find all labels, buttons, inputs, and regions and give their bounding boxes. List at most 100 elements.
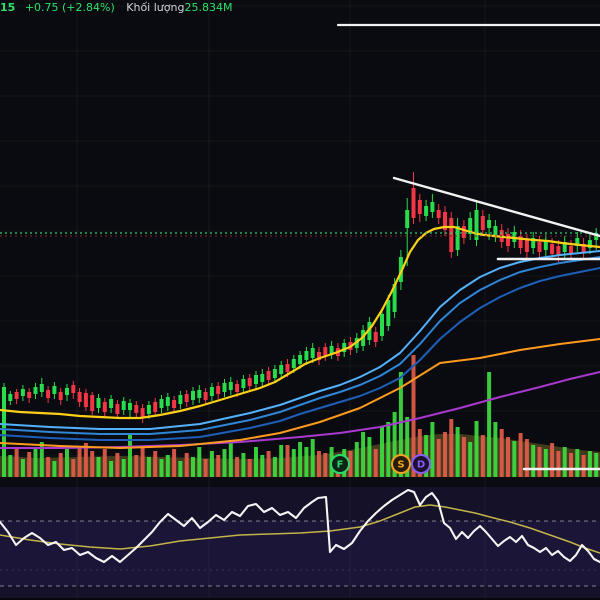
volume-bar — [398, 372, 403, 477]
volume-bar — [27, 452, 32, 477]
candle-body — [83, 393, 88, 407]
candle-body — [443, 212, 447, 230]
candle-body — [109, 399, 114, 408]
candle-body — [115, 404, 120, 414]
volume-bar — [197, 447, 202, 477]
volume-bar — [348, 451, 353, 477]
volume-bar — [449, 419, 454, 477]
volume-bar — [65, 449, 69, 477]
candle-body — [285, 364, 290, 372]
event-badge-s[interactable]: S — [391, 454, 411, 474]
volume-label: Khối lượng — [126, 1, 185, 14]
ma-line-yellow — [0, 225, 600, 420]
candle-body — [153, 402, 158, 412]
candle-body — [134, 405, 139, 413]
volume-bar — [411, 355, 416, 477]
ma-line-purple — [0, 371, 600, 449]
badge-letter: S — [397, 460, 404, 471]
volume-bar — [191, 457, 195, 477]
volume-bar — [46, 457, 51, 477]
candle-body — [58, 392, 63, 400]
candle-body — [191, 391, 195, 400]
badge-letter: F — [337, 460, 344, 471]
candle-body — [575, 238, 580, 246]
volume-bar — [569, 453, 573, 477]
candle-body — [254, 375, 258, 384]
volume-bar — [216, 455, 221, 477]
descending-trendline[interactable] — [392, 176, 600, 238]
candle-body — [524, 240, 529, 252]
candle-body — [304, 351, 309, 360]
volume-bar — [165, 455, 170, 477]
candle-body — [398, 257, 403, 282]
candle-body — [430, 202, 435, 212]
candle-body — [33, 387, 38, 394]
volume-bar — [506, 437, 510, 477]
event-badge-f[interactable]: F — [330, 454, 350, 474]
candle-body — [329, 346, 334, 354]
volume-bar — [417, 429, 422, 477]
candle-body — [178, 395, 183, 404]
volume-bar — [159, 459, 164, 477]
volume-bar — [39, 442, 44, 477]
candle-body — [20, 389, 25, 396]
volume-bar — [575, 449, 580, 477]
candle-body — [228, 382, 233, 390]
candle-body — [317, 352, 321, 360]
candle-body — [543, 240, 548, 250]
volume-bar — [562, 447, 567, 477]
candle-body — [550, 244, 555, 254]
candle-body — [569, 246, 573, 254]
candle-body — [342, 343, 347, 352]
volume-bar — [354, 442, 359, 477]
volume-bar — [121, 459, 126, 477]
candle-body — [518, 236, 523, 248]
volume-value: 25.834M — [184, 1, 233, 14]
candle-body — [461, 226, 466, 238]
volume-bar — [8, 455, 13, 477]
volume-bar — [436, 439, 441, 477]
candle-body — [102, 402, 107, 412]
ma-line-blue-mid — [0, 256, 600, 435]
candlestick-series — [2, 172, 599, 432]
volume-bar — [380, 427, 384, 477]
volume-bar — [405, 417, 410, 477]
volume-bar — [285, 445, 290, 477]
candle-body — [77, 392, 82, 402]
volume-bar — [134, 455, 139, 477]
volume-bar — [480, 435, 485, 477]
candle-body — [121, 401, 126, 410]
volume-bar — [178, 461, 183, 477]
volume-bar — [272, 457, 277, 477]
candle-body — [8, 394, 13, 401]
volume-bar — [361, 432, 366, 477]
chart-legend: 15 +0.75 (+2.84%) Khối lượng25.834M — [0, 1, 232, 14]
candle-body — [436, 210, 441, 218]
volume-bar — [367, 437, 372, 477]
volume-bar — [254, 447, 258, 477]
volume-bar — [279, 445, 284, 477]
event-badge-d[interactable]: D — [411, 454, 431, 474]
candle-body — [386, 300, 391, 326]
volume-bar — [487, 372, 492, 477]
oscillator-band-fill — [0, 521, 600, 586]
volume-bar — [373, 449, 378, 477]
candle-body — [260, 374, 265, 382]
candle-body — [96, 398, 101, 408]
candle-body — [417, 200, 422, 214]
candle-body — [222, 383, 227, 392]
candle-body — [449, 218, 454, 252]
candle-body — [411, 188, 416, 218]
volume-bar — [128, 435, 132, 477]
candle-body — [27, 392, 32, 398]
price-change: +0.75 (+2.84%) — [24, 1, 115, 14]
candle-body — [14, 392, 19, 399]
volume-bar — [266, 451, 271, 477]
candle-body — [367, 322, 372, 340]
volume-bar — [83, 443, 88, 477]
volume-bar — [140, 447, 145, 477]
volume-bar — [512, 441, 517, 477]
volume-bar — [468, 442, 473, 477]
volume-bar — [524, 439, 529, 477]
